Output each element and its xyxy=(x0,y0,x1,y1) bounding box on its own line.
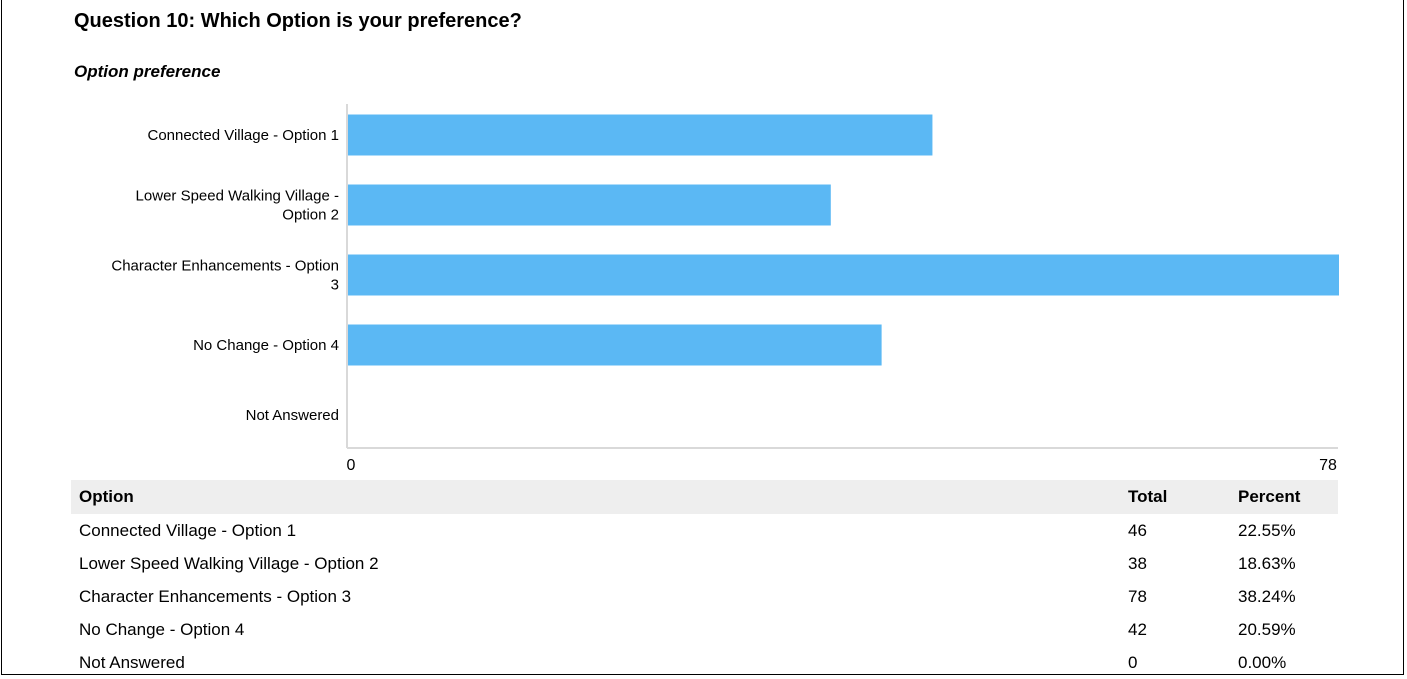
chart-category-labels: Connected Village - Option 1 Lower Speed … xyxy=(111,127,339,424)
results-table: Option Total Percent Connected Village -… xyxy=(71,480,1338,679)
row-total: 0 xyxy=(1128,652,1138,672)
bar xyxy=(348,254,1339,296)
chart-axes xyxy=(346,104,1338,449)
row-percent: 38.24% xyxy=(1238,586,1296,606)
category-label: Character Enhancements - Option 3 xyxy=(111,258,339,294)
bar xyxy=(348,184,831,226)
category-label: Not Answered xyxy=(246,407,339,424)
header-total: Total xyxy=(1120,480,1230,514)
chart-bars xyxy=(348,114,1339,366)
x-tick-label: 0 xyxy=(347,457,356,474)
header-option: Option xyxy=(71,480,1120,514)
row-total: 38 xyxy=(1128,553,1147,573)
row-option: Connected Village - Option 1 xyxy=(79,520,297,540)
row-option: No Change - Option 4 xyxy=(79,619,245,639)
row-percent: 20.59% xyxy=(1238,619,1296,639)
table-row: No Change - Option 4 42 20.59% xyxy=(71,613,1338,646)
table-header-row: Option Total Percent xyxy=(71,480,1338,514)
row-option: Not Answered xyxy=(79,652,185,672)
row-percent: 18.63% xyxy=(1238,553,1296,573)
header-percent: Percent xyxy=(1230,480,1338,514)
category-label: Connected Village - Option 1 xyxy=(147,127,339,144)
row-percent: 22.55% xyxy=(1238,520,1296,540)
row-total: 78 xyxy=(1128,586,1147,606)
table-row: Character Enhancements - Option 3 78 38.… xyxy=(71,580,1338,613)
x-tick-label: 78 xyxy=(1319,457,1337,474)
row-total: 46 xyxy=(1128,520,1147,540)
row-option: Character Enhancements - Option 3 xyxy=(79,586,352,606)
chart-tick-labels: 0 78 xyxy=(347,457,1337,474)
table-row: Not Answered 0 0.00% xyxy=(71,646,1338,679)
row-percent: 0.00% xyxy=(1238,652,1287,672)
table-row: Lower Speed Walking Village - Option 2 3… xyxy=(71,547,1338,580)
bar xyxy=(348,324,882,366)
chart-title: Option preference xyxy=(74,62,221,81)
category-label: Lower Speed Walking Village -Option 2 xyxy=(136,188,339,224)
row-option: Lower Speed Walking Village - Option 2 xyxy=(79,553,379,573)
table-row: Connected Village - Option 1 46 22.55% xyxy=(71,514,1338,547)
row-total: 42 xyxy=(1128,619,1147,639)
bar-chart: Connected Village - Option 1 Lower Speed … xyxy=(111,104,1339,474)
bar xyxy=(348,114,933,156)
category-label: No Change - Option 4 xyxy=(193,337,339,354)
question-title: Question 10: Which Option is your prefer… xyxy=(74,10,522,32)
